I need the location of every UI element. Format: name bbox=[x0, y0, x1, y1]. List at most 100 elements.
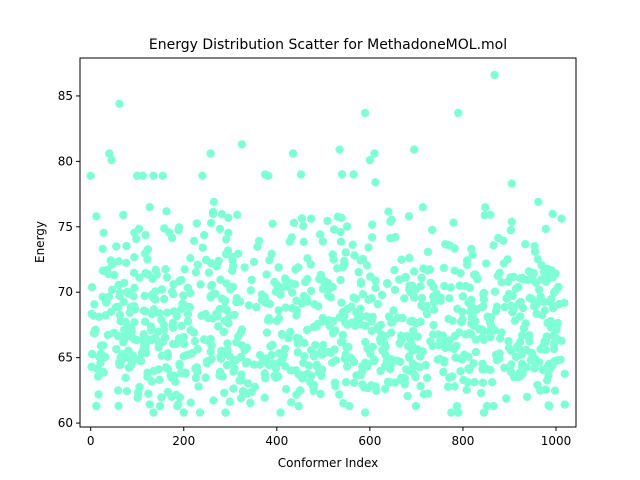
data-point bbox=[130, 318, 139, 327]
data-point bbox=[502, 394, 511, 403]
data-point bbox=[134, 355, 143, 364]
data-point bbox=[122, 241, 131, 251]
data-point bbox=[417, 293, 427, 303]
data-point bbox=[265, 316, 274, 325]
data-point bbox=[325, 322, 335, 331]
data-point bbox=[329, 255, 338, 264]
data-point bbox=[493, 271, 502, 280]
data-point bbox=[288, 288, 297, 297]
data-point bbox=[235, 297, 245, 306]
data-point bbox=[217, 210, 227, 219]
data-point bbox=[130, 228, 139, 237]
data-point bbox=[511, 284, 521, 293]
data-point bbox=[400, 294, 409, 303]
data-point bbox=[110, 270, 119, 280]
data-point bbox=[462, 260, 472, 270]
data-point bbox=[472, 305, 482, 314]
data-point bbox=[518, 273, 527, 283]
data-point bbox=[274, 285, 284, 294]
data-point bbox=[295, 386, 305, 395]
data-point bbox=[278, 355, 287, 364]
data-point bbox=[157, 393, 166, 402]
data-point bbox=[293, 348, 302, 357]
data-point bbox=[145, 203, 154, 212]
data-point bbox=[224, 213, 233, 222]
data-point bbox=[356, 256, 365, 265]
data-point bbox=[229, 384, 238, 393]
data-point bbox=[122, 325, 131, 334]
data-point bbox=[560, 369, 569, 378]
data-point bbox=[336, 275, 345, 285]
data-point bbox=[417, 273, 426, 283]
data-point bbox=[455, 281, 464, 290]
data-point bbox=[249, 257, 259, 267]
data-point bbox=[214, 322, 223, 331]
y-axis: 60 65 70 75 80 85 bbox=[58, 89, 80, 430]
data-point bbox=[411, 401, 421, 411]
data-point bbox=[193, 260, 202, 269]
data-point bbox=[309, 386, 318, 396]
data-point bbox=[366, 272, 375, 281]
data-point bbox=[530, 242, 539, 251]
data-point bbox=[222, 361, 232, 370]
data-point bbox=[225, 352, 234, 361]
data-point bbox=[467, 330, 476, 339]
data-point bbox=[444, 314, 453, 324]
data-point bbox=[540, 306, 549, 315]
data-point bbox=[304, 361, 314, 370]
data-point bbox=[219, 327, 228, 336]
data-point bbox=[168, 323, 178, 332]
data-point bbox=[446, 283, 455, 292]
data-point bbox=[247, 275, 256, 285]
data-point bbox=[306, 260, 315, 269]
data-point bbox=[309, 380, 319, 390]
data-point bbox=[456, 367, 465, 376]
data-point bbox=[456, 269, 465, 278]
data-point bbox=[465, 365, 474, 375]
data-point bbox=[471, 317, 480, 326]
data-point bbox=[336, 337, 346, 347]
data-point bbox=[140, 291, 149, 301]
data-point bbox=[281, 276, 290, 285]
data-point bbox=[331, 382, 340, 391]
data-point bbox=[402, 365, 411, 374]
data-point bbox=[504, 343, 514, 352]
data-point bbox=[215, 371, 224, 380]
data-point bbox=[119, 297, 128, 306]
data-point bbox=[180, 339, 189, 349]
data-point bbox=[398, 374, 407, 383]
data-point bbox=[183, 310, 193, 319]
data-point bbox=[163, 364, 173, 373]
data-point bbox=[122, 387, 132, 396]
data-point bbox=[120, 278, 129, 288]
data-point bbox=[416, 381, 425, 391]
data-point bbox=[233, 210, 242, 219]
data-point bbox=[342, 362, 352, 371]
data-point bbox=[350, 251, 359, 260]
data-point bbox=[429, 298, 439, 307]
data-point bbox=[522, 345, 531, 355]
data-point bbox=[215, 224, 225, 234]
data-point bbox=[213, 312, 222, 321]
y-tick-label: 80 bbox=[58, 154, 73, 168]
data-point bbox=[135, 273, 144, 282]
data-point bbox=[440, 281, 449, 291]
data-point bbox=[94, 390, 103, 399]
data-point bbox=[451, 353, 460, 362]
data-point bbox=[433, 355, 442, 364]
data-point bbox=[361, 108, 370, 118]
data-point bbox=[310, 300, 319, 309]
data-point bbox=[244, 301, 254, 310]
data-point bbox=[246, 398, 255, 408]
data-point bbox=[525, 293, 535, 303]
data-point bbox=[323, 291, 333, 300]
data-point bbox=[121, 258, 131, 268]
data-point bbox=[458, 315, 467, 324]
data-point bbox=[186, 254, 195, 263]
data-point bbox=[87, 309, 96, 319]
data-point bbox=[426, 278, 435, 288]
data-point bbox=[91, 325, 100, 334]
data-point bbox=[489, 241, 498, 250]
data-point bbox=[112, 242, 121, 251]
data-point bbox=[422, 309, 432, 319]
